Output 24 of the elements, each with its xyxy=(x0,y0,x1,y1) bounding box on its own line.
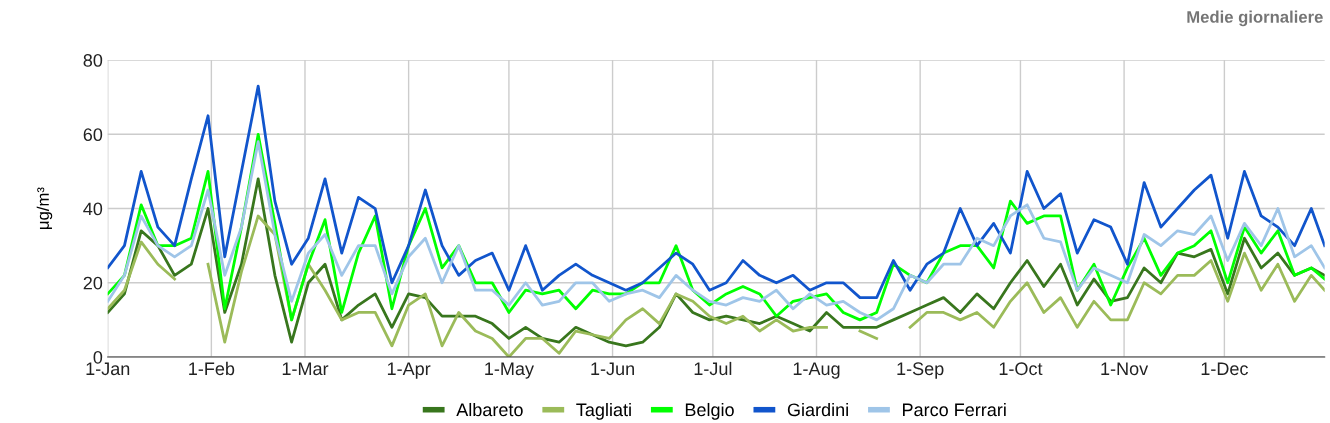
legend-label: Albareto xyxy=(456,402,523,417)
y-tick-label: 80 xyxy=(83,54,103,67)
x-tick-label: 1-Jun xyxy=(591,362,634,376)
legend-label: Belgio xyxy=(685,402,734,420)
x-tick-label: 1-Apr xyxy=(387,362,431,379)
y-tick-label: 20 xyxy=(83,276,103,290)
y-tick-label: 40 xyxy=(83,202,103,216)
y-tick-label: 0 xyxy=(93,350,103,364)
x-tick-label: 1-Mar xyxy=(282,362,329,376)
legend-label: Parco Ferrari xyxy=(903,402,1006,417)
x-tick-label: 1-May xyxy=(485,362,534,379)
x-tick-label: 1-Dec xyxy=(1201,362,1248,376)
x-tick-label: 1-Nov xyxy=(1101,362,1149,376)
x-tick-label: 1-Sep xyxy=(897,362,944,379)
chart-title: Medie giornaliere xyxy=(1187,10,1323,27)
x-tick-label: 1-Oct xyxy=(999,362,1043,376)
y-tick-label: 60 xyxy=(83,128,103,142)
x-tick-label: 1-Aug xyxy=(793,362,840,379)
x-tick-label: 1-Feb xyxy=(189,361,235,376)
x-tick-label: 1-Jan xyxy=(86,362,130,376)
legend-label: Tagliati xyxy=(576,402,631,420)
x-tick-label: 1-Jul xyxy=(694,361,732,376)
y-axis-title: μg/m³ xyxy=(36,187,53,229)
legend-label: Giardini xyxy=(787,402,848,417)
